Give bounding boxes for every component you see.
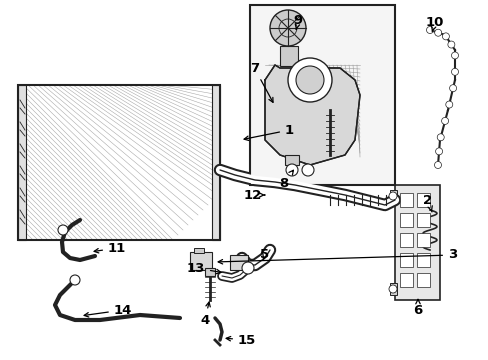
Circle shape (434, 29, 441, 36)
Polygon shape (264, 65, 359, 165)
Bar (190, 252, 212, 270)
Bar (389, 283, 396, 295)
Circle shape (450, 52, 458, 59)
Text: 7: 7 (249, 62, 272, 102)
Text: 12: 12 (244, 189, 264, 202)
Circle shape (445, 101, 452, 108)
Text: 10: 10 (425, 15, 443, 31)
Bar (416, 193, 429, 207)
Bar (285, 155, 298, 165)
Circle shape (426, 27, 433, 33)
Bar (194, 248, 203, 253)
Bar (416, 273, 429, 287)
Text: 1: 1 (244, 123, 293, 140)
Text: 14: 14 (84, 303, 132, 317)
Circle shape (269, 10, 305, 46)
Text: 9: 9 (293, 14, 303, 30)
Circle shape (388, 192, 396, 200)
Text: 11: 11 (94, 242, 126, 255)
Circle shape (435, 148, 442, 155)
Text: 13: 13 (186, 261, 221, 274)
Text: 2: 2 (423, 194, 432, 212)
Circle shape (287, 58, 331, 102)
Bar (416, 233, 429, 247)
Circle shape (436, 134, 443, 141)
Circle shape (448, 85, 456, 92)
Text: 4: 4 (200, 302, 210, 327)
Circle shape (70, 275, 80, 285)
Circle shape (441, 117, 447, 125)
Text: 15: 15 (226, 333, 256, 346)
Bar (229, 255, 247, 270)
Bar (18, 85, 26, 240)
Circle shape (442, 33, 448, 40)
Bar (389, 190, 396, 202)
Circle shape (388, 285, 396, 293)
Text: 3: 3 (218, 248, 456, 264)
Bar (399, 233, 412, 247)
Bar (399, 253, 412, 267)
Text: 6: 6 (412, 300, 422, 316)
Circle shape (285, 164, 297, 176)
Circle shape (242, 262, 253, 274)
Bar (18, 85, 220, 240)
Bar (249, 5, 394, 185)
Bar (204, 268, 215, 276)
Text: 8: 8 (278, 170, 293, 189)
Bar (212, 85, 220, 240)
Bar (416, 253, 429, 267)
Circle shape (450, 68, 458, 75)
Bar (399, 193, 412, 207)
Circle shape (302, 164, 313, 176)
Circle shape (295, 66, 324, 94)
Bar (394, 185, 439, 300)
Bar (416, 213, 429, 227)
Circle shape (447, 41, 454, 48)
Circle shape (58, 225, 68, 235)
Bar (399, 273, 412, 287)
Text: 5: 5 (260, 248, 269, 261)
Bar (399, 213, 412, 227)
Circle shape (434, 162, 441, 168)
Bar (280, 46, 297, 66)
